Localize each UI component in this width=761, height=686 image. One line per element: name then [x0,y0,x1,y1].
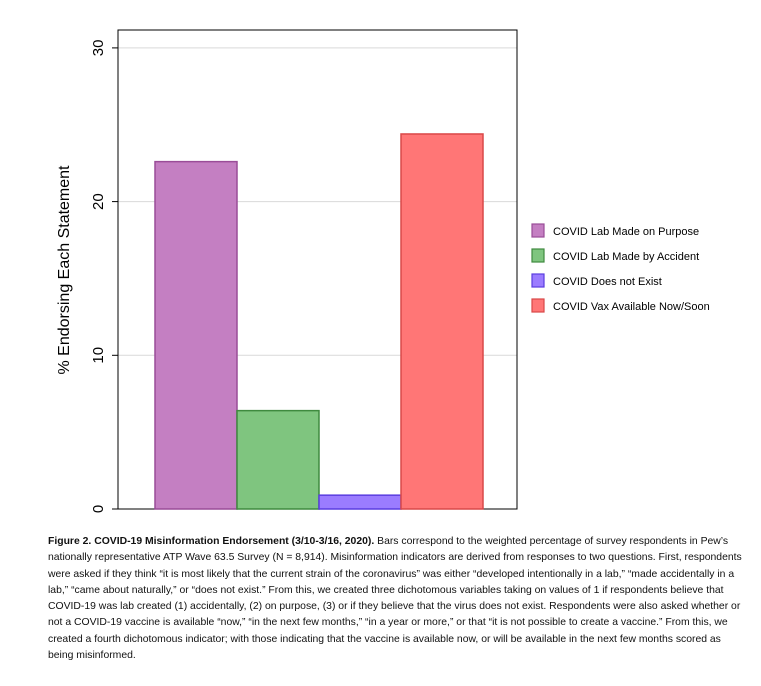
bars [154,133,484,510]
legend-swatch [531,298,545,313]
caption-title: Figure 2. COVID-19 Misinformation Endors… [48,536,375,547]
y-axis-label: % Endorsing Each Statement [56,165,73,375]
bar [318,494,402,510]
legend-label: COVID Does not Exist [553,276,662,288]
legend-swatch [531,248,545,263]
bar [400,133,484,510]
legend-swatch [531,223,545,238]
legend-label: COVID Lab Made by Accident [553,251,699,263]
figure-caption: Figure 2. COVID-19 Misinformation Endors… [48,534,748,664]
legend-swatch [531,273,545,288]
legend-label: COVID Vax Available Now/Soon [553,301,710,313]
bar-chart: 0 10 20 30 % Endorsing Each Statement COVID… [56,29,710,513]
y-tick-label: 10 [90,347,107,364]
bar [154,160,238,510]
caption-body: Bars correspond to the weighted percenta… [48,536,742,662]
legend-label: COVID Lab Made on Purpose [553,226,699,238]
legend: COVID Lab Made on Purpose COVID Lab Made … [531,223,710,313]
y-axis-ticks: 0 10 20 30 [90,40,118,513]
bar [236,409,320,510]
y-tick-label: 30 [90,40,107,57]
y-tick-label: 20 [90,193,107,210]
y-tick-label: 0 [90,505,107,513]
